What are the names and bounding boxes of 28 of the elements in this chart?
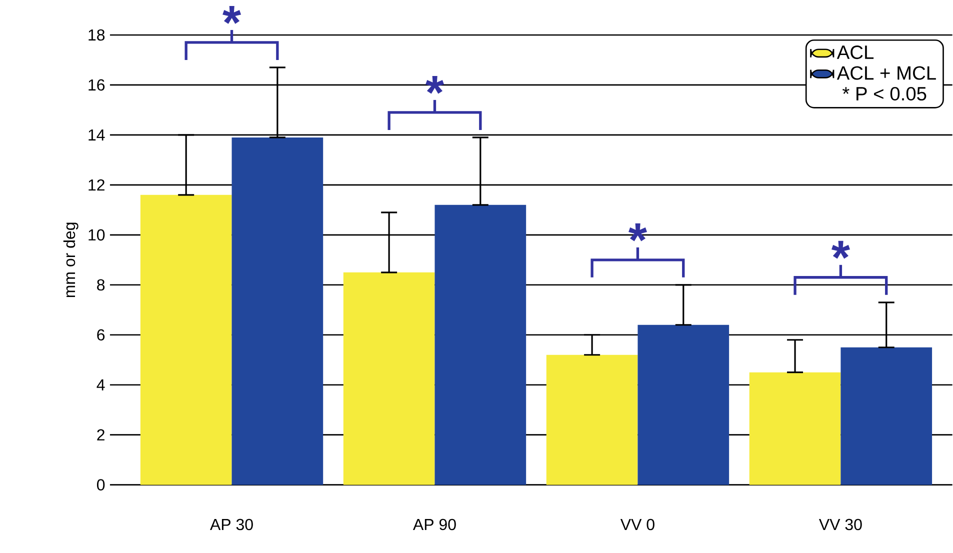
y-tick-label: 18 [88, 29, 105, 41]
annotation: * P < 0.05 [842, 87, 926, 101]
bar [546, 354, 638, 485]
annotation: * [832, 240, 850, 259]
bar [232, 138, 324, 485]
y-tick-label: 2 [97, 429, 104, 441]
legend-label: ACL [836, 46, 874, 60]
y-tick-label: 4 [96, 379, 105, 390]
bar [749, 372, 841, 485]
legend-label: ACL + MCL [836, 66, 936, 80]
y-tick-label: 10 [88, 229, 105, 241]
text: * [222, 6, 242, 24]
y-tick-label: 0 [96, 479, 105, 491]
y-tick-label: 16 [88, 79, 105, 91]
bar [638, 324, 730, 485]
x-tick-label: VV 30 [818, 518, 862, 530]
y-axis-title: mm or deg [63, 222, 78, 298]
x-tick-label: VV 0 [620, 518, 654, 530]
y-tick-label: 12 [88, 179, 104, 191]
x-tick-label: AP 90 [412, 518, 456, 530]
y-tick-label: 14 [88, 130, 105, 141]
bar [343, 272, 435, 485]
x-tick-label: AP 30 [210, 518, 253, 530]
y-tick-label: 8 [97, 279, 105, 291]
bar [140, 195, 232, 485]
bar [840, 347, 932, 485]
y-tick-label: 6 [97, 329, 105, 341]
bar [434, 205, 526, 485]
